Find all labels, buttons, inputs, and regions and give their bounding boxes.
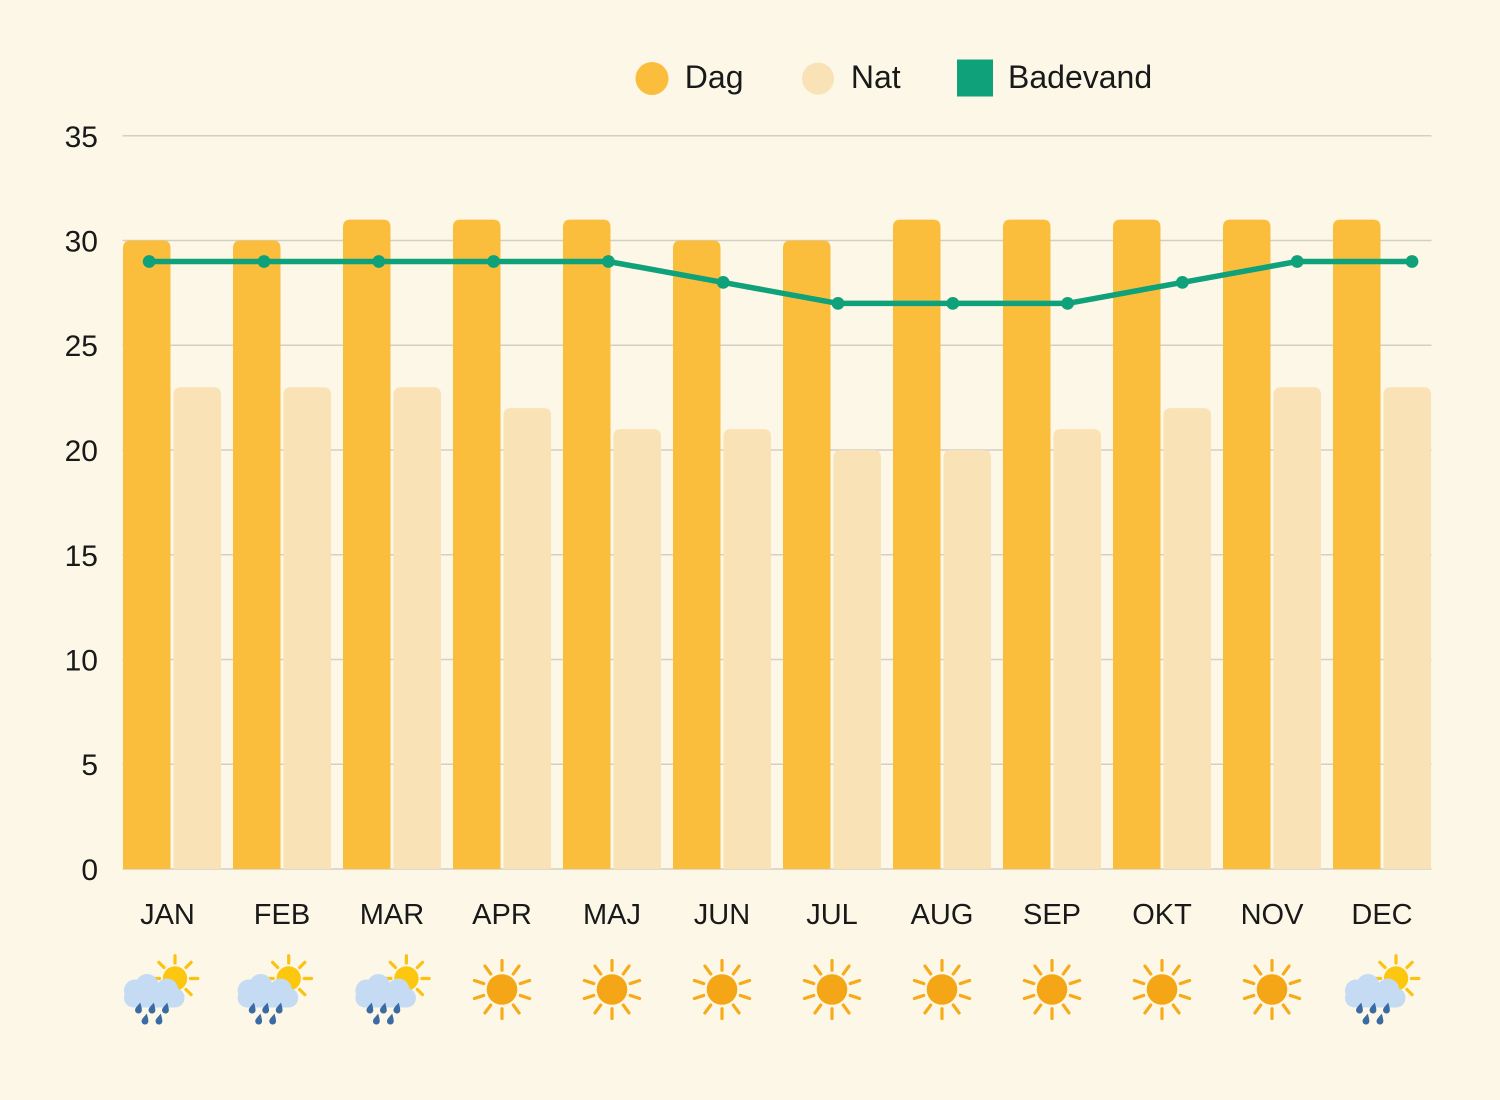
svg-text:FEB: FEB: [254, 899, 310, 931]
svg-text:DEC: DEC: [1351, 899, 1412, 931]
svg-text:Badevand: Badevand: [1008, 59, 1152, 95]
svg-text:APR: APR: [472, 899, 532, 931]
svg-text:20: 20: [65, 435, 98, 468]
svg-text:25: 25: [65, 330, 98, 363]
svg-text:JAN: JAN: [140, 899, 195, 931]
svg-text:30: 30: [65, 226, 98, 259]
svg-text:Nat: Nat: [851, 59, 901, 95]
svg-text:JUL: JUL: [806, 899, 858, 931]
svg-text:MAR: MAR: [360, 899, 424, 931]
svg-text:0: 0: [81, 854, 98, 887]
svg-text:OKT: OKT: [1132, 899, 1192, 931]
svg-text:5: 5: [81, 749, 98, 782]
svg-text:NOV: NOV: [1241, 899, 1305, 931]
svg-text:MAJ: MAJ: [583, 899, 641, 931]
svg-text:35: 35: [65, 121, 98, 154]
svg-text:JUN: JUN: [694, 899, 750, 931]
svg-text:15: 15: [65, 540, 98, 573]
svg-text:AUG: AUG: [911, 899, 974, 931]
svg-text:Dag: Dag: [685, 59, 744, 95]
svg-text:SEP: SEP: [1023, 899, 1081, 931]
svg-text:10: 10: [65, 645, 98, 678]
